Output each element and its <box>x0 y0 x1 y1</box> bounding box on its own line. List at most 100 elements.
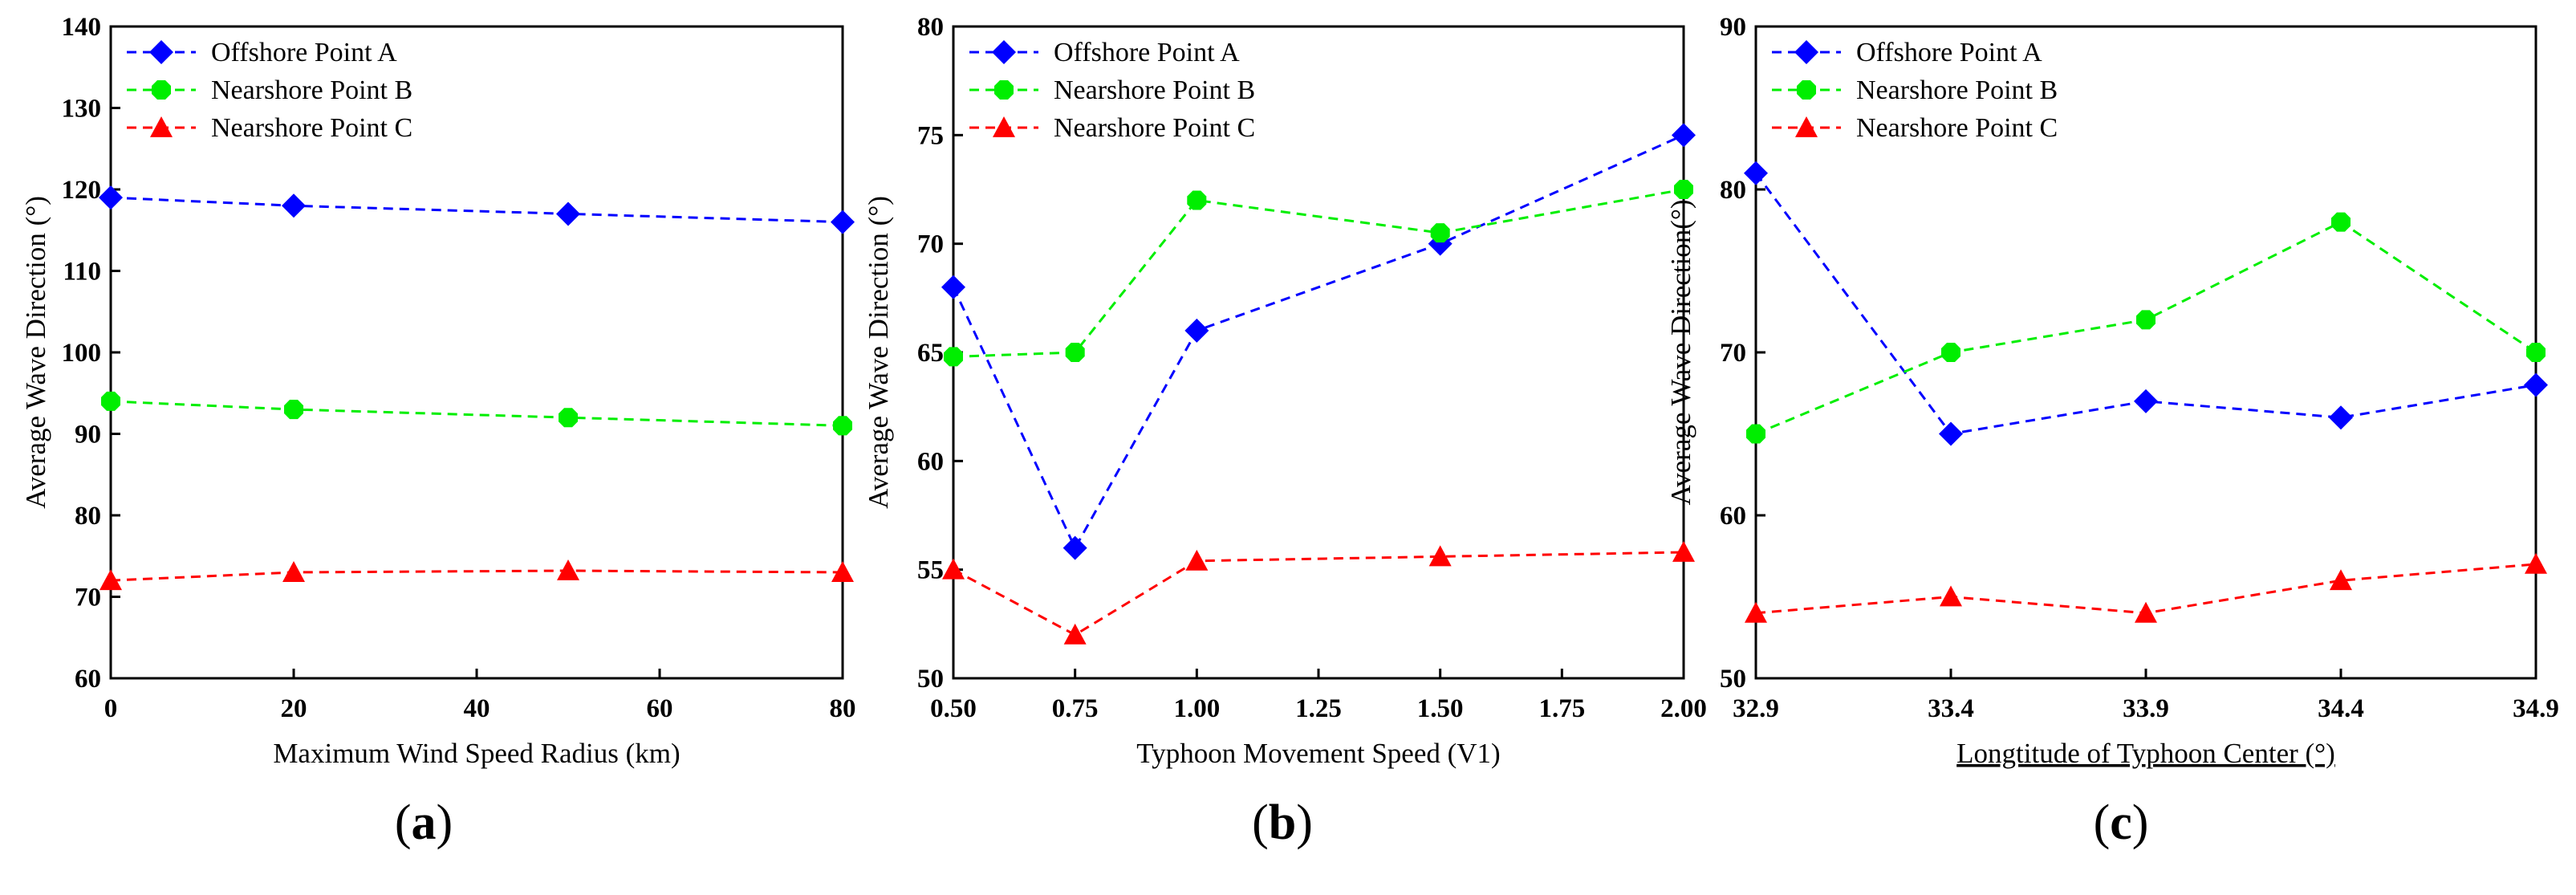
y-tick-label: 80 <box>75 502 101 531</box>
x-tick-label: 2.00 <box>1660 694 1707 723</box>
data-point <box>2331 212 2350 232</box>
series-offshore-point-a <box>99 185 855 234</box>
series-nearshore-point-c <box>1745 552 2547 623</box>
data-point <box>942 558 965 580</box>
x-tick-label: 34.4 <box>2318 694 2364 723</box>
data-point <box>831 210 855 234</box>
x-tick-label: 0 <box>104 694 118 723</box>
data-point <box>1941 343 1960 362</box>
y-tick-label: 80 <box>917 13 944 42</box>
data-point <box>2134 389 2158 413</box>
data-point <box>941 275 965 299</box>
y-tick-label: 50 <box>1720 665 1746 694</box>
series-nearshore-point-b <box>944 180 1693 367</box>
x-tick-label: 1.25 <box>1295 694 1342 723</box>
series-nearshore-point-b <box>101 391 852 436</box>
series-offshore-point-a <box>941 123 1696 560</box>
panel-label: (a) <box>395 795 453 850</box>
series-line <box>952 133 1684 551</box>
legend-marker-icon <box>993 116 1015 137</box>
data-point <box>2526 343 2546 362</box>
series-line <box>110 569 843 582</box>
data-point <box>1672 123 1696 148</box>
x-tick-label: 60 <box>647 694 673 723</box>
legend-label: Nearshore Point C <box>1856 113 2058 143</box>
data-point <box>1185 549 1209 571</box>
legend-marker-icon <box>152 80 171 100</box>
x-tick-label: 33.4 <box>1928 694 1974 723</box>
y-tick-label: 140 <box>62 13 102 42</box>
y-axis-label: Average Wave Direction (°) <box>863 196 894 509</box>
data-point <box>2525 552 2547 574</box>
y-tick-label: 50 <box>917 665 944 694</box>
panel-letter: b <box>1269 795 1296 850</box>
legend-label: Nearshore Point C <box>1054 113 1255 143</box>
panel-label: (c) <box>2094 795 2149 850</box>
x-tick-label: 80 <box>830 694 856 723</box>
legend-label: Nearshore Point B <box>211 75 412 105</box>
data-point <box>831 561 854 582</box>
y-tick-label: 70 <box>917 230 944 259</box>
y-tick-label: 75 <box>917 121 944 150</box>
data-point <box>833 416 852 436</box>
x-tick-label: 40 <box>464 694 490 723</box>
data-point <box>944 347 963 367</box>
y-tick-label: 65 <box>917 339 944 368</box>
y-tick-label: 120 <box>62 176 102 205</box>
y-tick-label: 60 <box>75 665 101 694</box>
series-nearshore-point-c <box>942 541 1695 645</box>
data-point <box>2330 569 2352 591</box>
legend-marker-icon <box>992 40 1016 64</box>
y-tick-label: 60 <box>1720 502 1746 531</box>
data-point <box>1187 190 1207 210</box>
chart-panel-c: 50 60 70 80 90 32.9 33.4 33.9 34.4 34.9 Longtitude… <box>1665 13 2559 850</box>
series-line <box>110 196 843 224</box>
chart-panel-a: 60 70 80 90 100 110 120 130 140 0 20 40 60 80 Maximum … <box>20 13 856 850</box>
data-point <box>557 559 579 580</box>
x-axis-label: Longtitude of Typhoon Center (°) <box>1956 738 2335 769</box>
data-point <box>1940 585 1962 607</box>
data-point <box>1939 421 1963 446</box>
chart-panel-b: 50 55 60 65 70 75 80 0.50 0.75 1.00 1.25 1.50 1.75 2.… <box>863 13 1707 850</box>
data-point <box>559 408 578 428</box>
y-tick-label: 110 <box>63 258 101 287</box>
y-tick-label: 90 <box>75 421 101 450</box>
data-point <box>284 400 303 420</box>
data-point <box>282 561 305 582</box>
x-tick-label: 0.75 <box>1052 694 1099 723</box>
y-tick-label: 70 <box>1720 339 1746 368</box>
data-point <box>101 391 120 411</box>
x-tick-label: 34.9 <box>2513 694 2559 723</box>
legend-label: Offshore Point A <box>1856 38 2042 67</box>
data-point <box>1062 535 1087 560</box>
legend-label: Nearshore Point B <box>1054 75 1255 105</box>
legend-marker-icon <box>994 80 1014 100</box>
x-tick-label: 1.50 <box>1417 694 1464 723</box>
y-axis-label: Average Wave Direction(°) <box>1665 199 1696 505</box>
x-tick-label: 1.75 <box>1538 694 1585 723</box>
series-line <box>953 188 1684 358</box>
x-tick-label: 32.9 <box>1733 694 1779 723</box>
y-tick-label: 55 <box>917 556 944 585</box>
data-point <box>1672 541 1695 562</box>
data-point <box>99 185 123 210</box>
data-point <box>1184 318 1209 343</box>
data-point <box>1746 424 1765 444</box>
data-point <box>282 193 306 218</box>
legend-label: Offshore Point A <box>211 38 397 67</box>
data-point <box>2135 601 2157 623</box>
y-tick-label: 80 <box>1720 176 1746 205</box>
data-point <box>1065 343 1085 362</box>
x-tick-label: 20 <box>281 694 307 723</box>
series-nearshore-point-b <box>1746 212 2546 444</box>
legend-marker-icon <box>149 40 173 64</box>
data-point <box>1063 623 1087 645</box>
panel-label: (b) <box>1252 795 1313 850</box>
legend-marker-icon <box>150 116 173 137</box>
y-tick-label: 90 <box>1720 13 1746 42</box>
y-tick-label: 100 <box>62 339 102 368</box>
data-point <box>2524 372 2548 397</box>
data-point <box>1430 223 1450 243</box>
data-point <box>100 569 122 591</box>
